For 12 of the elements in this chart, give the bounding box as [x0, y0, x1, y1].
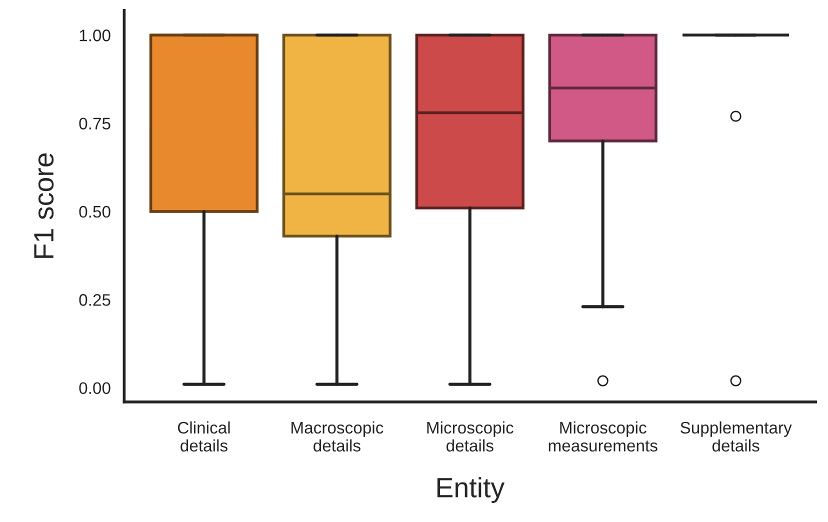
y-axis-title: F1 score: [34, 153, 54, 258]
x-tick-label: Microscopic details: [427, 421, 514, 452]
x-tick-label: Clinical details: [178, 421, 230, 452]
x-tick-label: Macroscopic details: [292, 421, 384, 452]
y-tick-label: 1.00: [80, 30, 110, 42]
y-tick-label: 0.25: [79, 294, 110, 306]
x-tick-label: Supplementary details: [680, 421, 792, 452]
y-tick-label: 0.50: [79, 206, 110, 218]
y-tick-label: 0.75: [79, 118, 110, 130]
x-tick-label: Microscopic measurements: [548, 421, 658, 452]
y-tick-label: 0.00: [79, 382, 110, 394]
x-axis-title: Entity: [437, 477, 505, 503]
